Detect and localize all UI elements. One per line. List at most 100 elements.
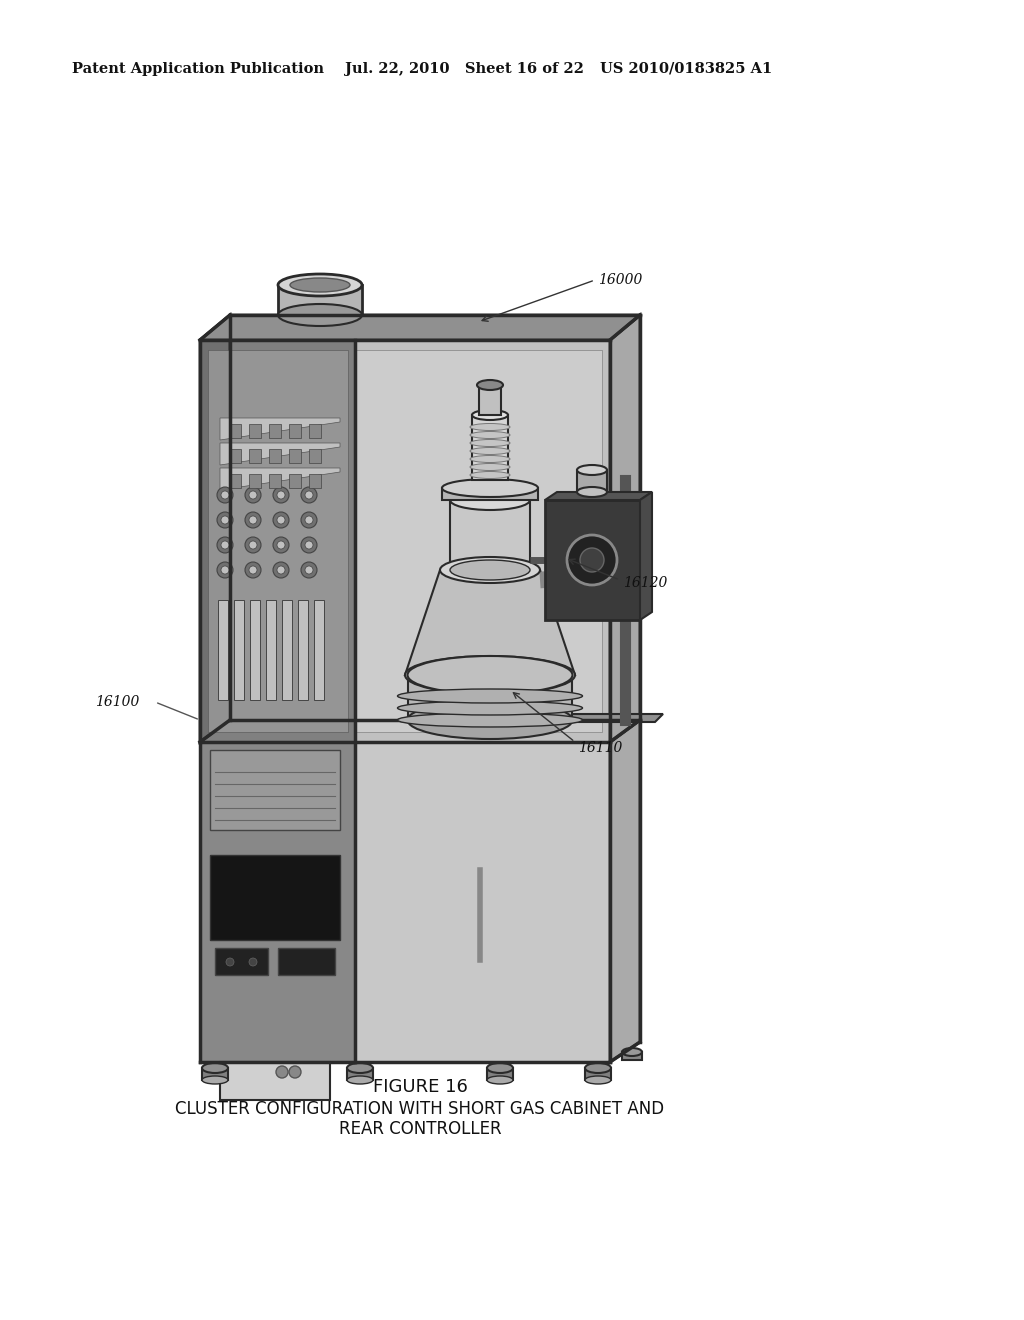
Polygon shape — [220, 418, 340, 440]
Ellipse shape — [408, 656, 572, 694]
Circle shape — [305, 491, 313, 499]
Bar — [309, 424, 321, 438]
Polygon shape — [545, 500, 640, 620]
Bar — [229, 474, 241, 488]
Circle shape — [245, 512, 261, 528]
Ellipse shape — [406, 656, 575, 694]
Circle shape — [217, 512, 233, 528]
Bar — [249, 449, 261, 463]
Polygon shape — [282, 601, 292, 700]
Text: 16120: 16120 — [623, 576, 668, 590]
Circle shape — [245, 487, 261, 503]
Bar — [269, 474, 281, 488]
Ellipse shape — [202, 1076, 228, 1084]
Ellipse shape — [397, 713, 583, 727]
Circle shape — [273, 562, 289, 578]
Circle shape — [580, 548, 604, 572]
Circle shape — [221, 516, 229, 524]
Ellipse shape — [470, 432, 510, 438]
Ellipse shape — [450, 560, 530, 579]
Polygon shape — [218, 601, 228, 700]
Bar — [309, 474, 321, 488]
Ellipse shape — [278, 275, 362, 296]
Ellipse shape — [470, 463, 510, 470]
Polygon shape — [640, 492, 652, 620]
Bar — [289, 424, 301, 438]
Ellipse shape — [585, 1063, 611, 1073]
Ellipse shape — [442, 479, 538, 498]
Circle shape — [567, 535, 617, 585]
Ellipse shape — [290, 279, 350, 292]
Bar — [269, 424, 281, 438]
Bar — [269, 449, 281, 463]
Polygon shape — [202, 1068, 228, 1080]
Ellipse shape — [450, 490, 530, 510]
Polygon shape — [210, 750, 340, 830]
Polygon shape — [200, 341, 355, 742]
Polygon shape — [278, 948, 335, 975]
Polygon shape — [208, 350, 348, 733]
Polygon shape — [200, 315, 230, 742]
Bar — [229, 449, 241, 463]
Ellipse shape — [585, 1076, 611, 1084]
Polygon shape — [220, 469, 340, 490]
Polygon shape — [408, 675, 572, 719]
Text: CLUSTER CONFIGURATION WITH SHORT GAS CABINET AND: CLUSTER CONFIGURATION WITH SHORT GAS CAB… — [175, 1100, 665, 1118]
Polygon shape — [220, 1063, 330, 1100]
Polygon shape — [622, 1052, 642, 1060]
Circle shape — [278, 516, 285, 524]
Text: FIGURE 16: FIGURE 16 — [373, 1078, 467, 1096]
Circle shape — [217, 537, 233, 553]
Circle shape — [273, 512, 289, 528]
Polygon shape — [215, 948, 268, 975]
Circle shape — [278, 566, 285, 574]
Ellipse shape — [278, 304, 362, 326]
Circle shape — [245, 562, 261, 578]
Polygon shape — [298, 601, 308, 700]
Ellipse shape — [472, 411, 508, 420]
Bar — [289, 449, 301, 463]
Circle shape — [249, 491, 257, 499]
Polygon shape — [266, 601, 276, 700]
Circle shape — [217, 562, 233, 578]
Circle shape — [249, 516, 257, 524]
Circle shape — [278, 541, 285, 549]
Text: 16000: 16000 — [598, 273, 642, 286]
Ellipse shape — [470, 440, 510, 446]
Circle shape — [226, 958, 234, 966]
Ellipse shape — [440, 557, 540, 583]
Bar — [229, 424, 241, 438]
Polygon shape — [545, 492, 652, 500]
Polygon shape — [480, 714, 663, 722]
Text: US 2010/0183825 A1: US 2010/0183825 A1 — [600, 62, 772, 77]
Bar — [309, 449, 321, 463]
Circle shape — [305, 541, 313, 549]
Ellipse shape — [487, 1076, 513, 1084]
Circle shape — [249, 566, 257, 574]
Ellipse shape — [470, 471, 510, 479]
Ellipse shape — [397, 689, 583, 704]
Polygon shape — [355, 742, 610, 1063]
Polygon shape — [450, 500, 530, 570]
Polygon shape — [314, 601, 324, 700]
Polygon shape — [472, 414, 508, 480]
Polygon shape — [610, 719, 640, 1063]
Circle shape — [278, 491, 285, 499]
Polygon shape — [479, 385, 501, 414]
Circle shape — [249, 958, 257, 966]
Polygon shape — [406, 570, 575, 675]
Polygon shape — [200, 742, 355, 1063]
Ellipse shape — [397, 701, 583, 715]
Circle shape — [305, 566, 313, 574]
Circle shape — [273, 537, 289, 553]
Bar — [249, 424, 261, 438]
Circle shape — [221, 491, 229, 499]
Circle shape — [221, 541, 229, 549]
Ellipse shape — [577, 487, 607, 498]
Polygon shape — [250, 601, 260, 700]
Circle shape — [276, 1067, 288, 1078]
Ellipse shape — [577, 465, 607, 475]
Circle shape — [289, 1067, 301, 1078]
Ellipse shape — [477, 380, 503, 389]
Bar — [289, 474, 301, 488]
